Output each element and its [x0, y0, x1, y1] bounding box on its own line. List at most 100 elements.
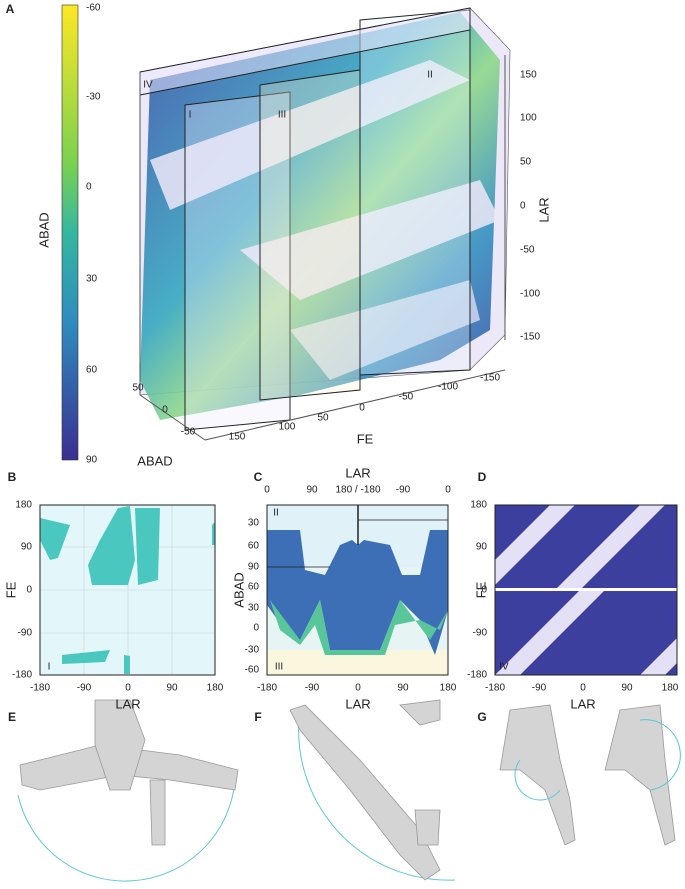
- label: -50: [181, 427, 196, 438]
- label: -180: [467, 670, 487, 681]
- label: LAR: [536, 197, 551, 222]
- label: 0: [481, 585, 487, 596]
- bone: [289, 704, 441, 881]
- arc: [17, 779, 236, 882]
- label: LAR: [570, 696, 595, 711]
- plane-ii: [359, 9, 471, 376]
- label: -30: [245, 645, 260, 656]
- bone: [94, 699, 146, 791]
- stripe: [290, 280, 480, 380]
- label: ABAD: [231, 572, 246, 607]
- region: [212, 522, 215, 545]
- label: 0: [355, 683, 361, 694]
- label: -180: [485, 683, 505, 694]
- label: 90: [397, 683, 409, 694]
- frame: [494, 504, 678, 676]
- label: IV: [499, 662, 509, 673]
- label: C: [254, 470, 263, 484]
- frame: [39, 504, 216, 676]
- label: 180 / -180: [335, 485, 380, 496]
- stripe: [495, 505, 575, 585]
- stripe: [640, 638, 677, 675]
- label: 90: [306, 485, 318, 496]
- label: LAR: [115, 696, 140, 711]
- label: -90: [532, 683, 547, 694]
- label: II: [273, 508, 279, 519]
- region: [62, 650, 110, 664]
- label: ABAD: [137, 453, 172, 468]
- label: -90: [396, 485, 411, 496]
- label: -100: [438, 382, 458, 393]
- label: 90: [248, 562, 260, 573]
- arc: [639, 719, 681, 791]
- label: D: [478, 470, 487, 484]
- label: III: [278, 110, 286, 121]
- label: -180: [257, 683, 277, 694]
- label: 90: [86, 455, 98, 466]
- label: -90: [473, 628, 488, 639]
- label: 50: [132, 383, 144, 394]
- label: 180: [15, 500, 32, 511]
- label: I: [189, 110, 192, 121]
- label: 60: [248, 582, 260, 593]
- region: [267, 530, 448, 655]
- label: FE: [357, 431, 374, 446]
- label: -90: [305, 683, 320, 694]
- label: -150: [520, 332, 540, 343]
- label: FE: [473, 581, 488, 598]
- region: [135, 508, 160, 585]
- panel-a-graphics: [61, 4, 511, 461]
- label: 90: [476, 542, 488, 553]
- label: 30: [86, 274, 98, 285]
- label: 100: [279, 422, 296, 433]
- label: 100: [520, 113, 537, 124]
- label: 0: [26, 585, 32, 596]
- label: 150: [229, 432, 246, 443]
- label: 90: [621, 683, 633, 694]
- label: -60: [86, 3, 101, 14]
- label: 60: [86, 365, 98, 376]
- label: 180: [440, 683, 457, 694]
- label: E: [8, 710, 16, 724]
- label: 0: [125, 683, 131, 694]
- panel-d-graphics: [494, 504, 678, 676]
- plane-iii: [259, 69, 361, 401]
- stripe: [495, 588, 677, 591]
- label: LAR: [345, 465, 370, 480]
- arc: [298, 709, 456, 881]
- label: I: [48, 662, 51, 673]
- label: LAR: [345, 696, 370, 711]
- bone: [149, 779, 166, 846]
- label: 0: [86, 182, 92, 193]
- label: -90: [18, 628, 33, 639]
- label: -50: [520, 245, 535, 256]
- label: -90: [77, 683, 92, 694]
- region: [88, 506, 135, 585]
- label: 30: [248, 603, 260, 614]
- bone: [399, 699, 441, 726]
- label: F: [254, 710, 261, 724]
- label: 0: [162, 405, 168, 416]
- label: IV: [143, 80, 153, 91]
- bone: [499, 704, 576, 846]
- label: G: [477, 710, 486, 724]
- label: A: [6, 2, 15, 16]
- label: II: [427, 70, 433, 81]
- colorbar: [61, 4, 79, 461]
- bone: [414, 809, 441, 846]
- stripe: [150, 60, 470, 210]
- label: FE: [3, 581, 18, 598]
- label: -50: [399, 392, 414, 403]
- label: 180: [662, 683, 679, 694]
- region: [40, 518, 70, 560]
- label: 0: [445, 485, 451, 496]
- label: -180: [30, 683, 50, 694]
- label: -60: [245, 665, 260, 676]
- label: 0: [359, 403, 365, 414]
- label: 0: [580, 683, 586, 694]
- region: [270, 600, 448, 655]
- label: ABAD: [36, 212, 51, 247]
- stripe: [555, 505, 665, 590]
- label: 0: [253, 623, 259, 634]
